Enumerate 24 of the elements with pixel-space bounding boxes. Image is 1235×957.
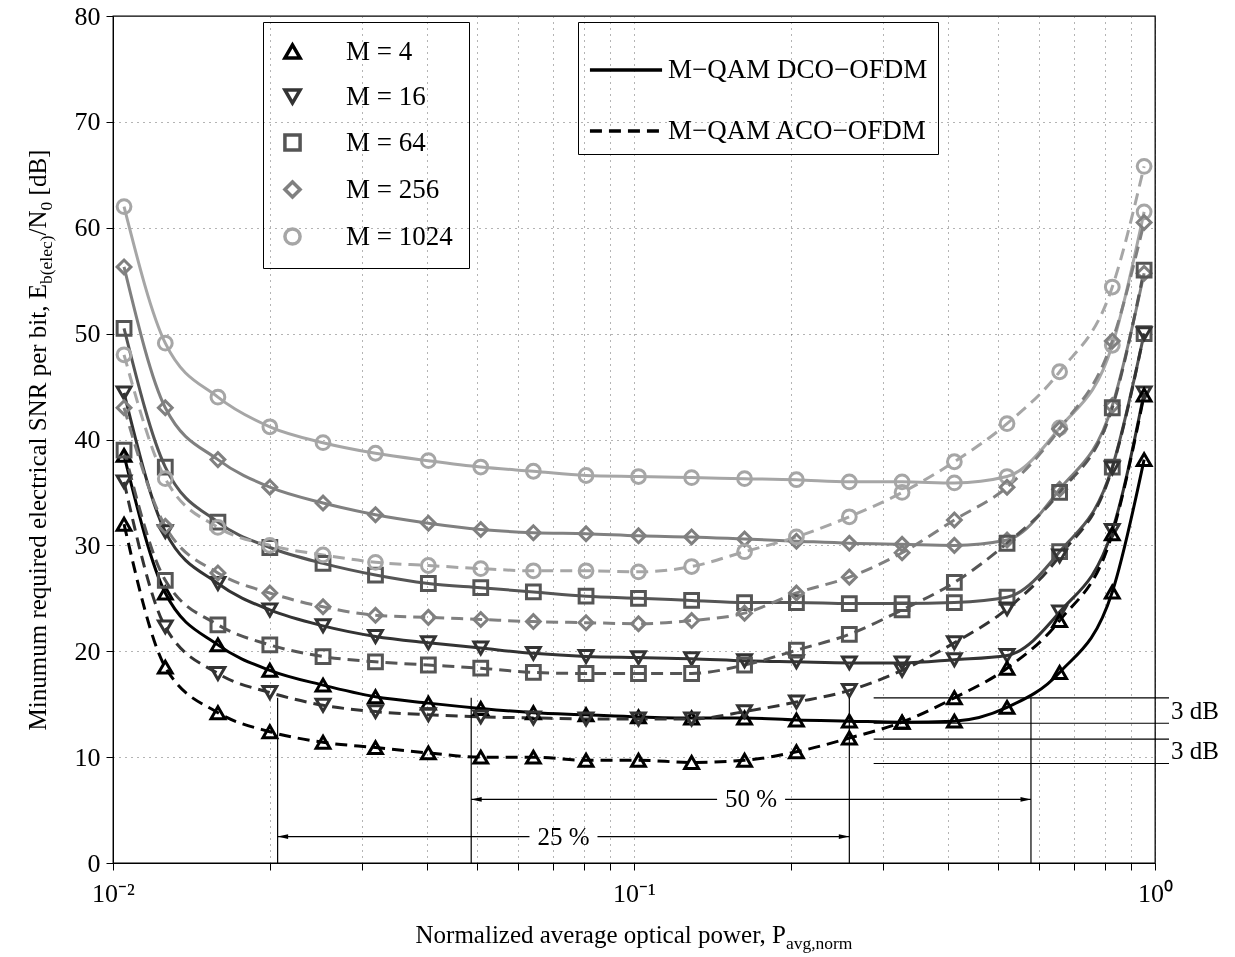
y-tick-label: 10 (74, 742, 101, 772)
y-tick-label: 30 (74, 530, 101, 560)
x-tick-label: 10⁻² (92, 878, 136, 908)
annotation: M−QAM DCO−OFDM (668, 54, 928, 84)
annotation: M−QAM ACO−OFDM (668, 115, 926, 145)
legend-label: M = 256 (346, 173, 440, 204)
y-tick-label: 70 (74, 107, 101, 137)
annotation: 50 % (725, 785, 778, 813)
y-tick-label: 50 (74, 319, 101, 349)
x-tick-label: 10⁻¹ (613, 878, 656, 908)
x-axis-title: Normalized average optical power, P$_{avg,norm}$ (415, 921, 853, 953)
annotation: 25 % (537, 822, 590, 850)
text: 3 dB (1171, 737, 1219, 765)
text: 3 dB (1171, 696, 1219, 724)
legend-label: M = 4 (346, 35, 413, 66)
legend-label: M = 1024 (346, 220, 454, 251)
y-tick-label: 0 (87, 848, 101, 878)
y-tick-label: 40 (74, 425, 101, 454)
legend-label: M = 16 (346, 80, 426, 111)
y-tick-label: 20 (74, 636, 101, 666)
legend-label: M = 64 (346, 126, 427, 157)
y-tick-label: 60 (74, 213, 101, 243)
y-tick-label: 80 (74, 1, 101, 31)
x-tick-label: 10⁰ (1138, 878, 1173, 908)
